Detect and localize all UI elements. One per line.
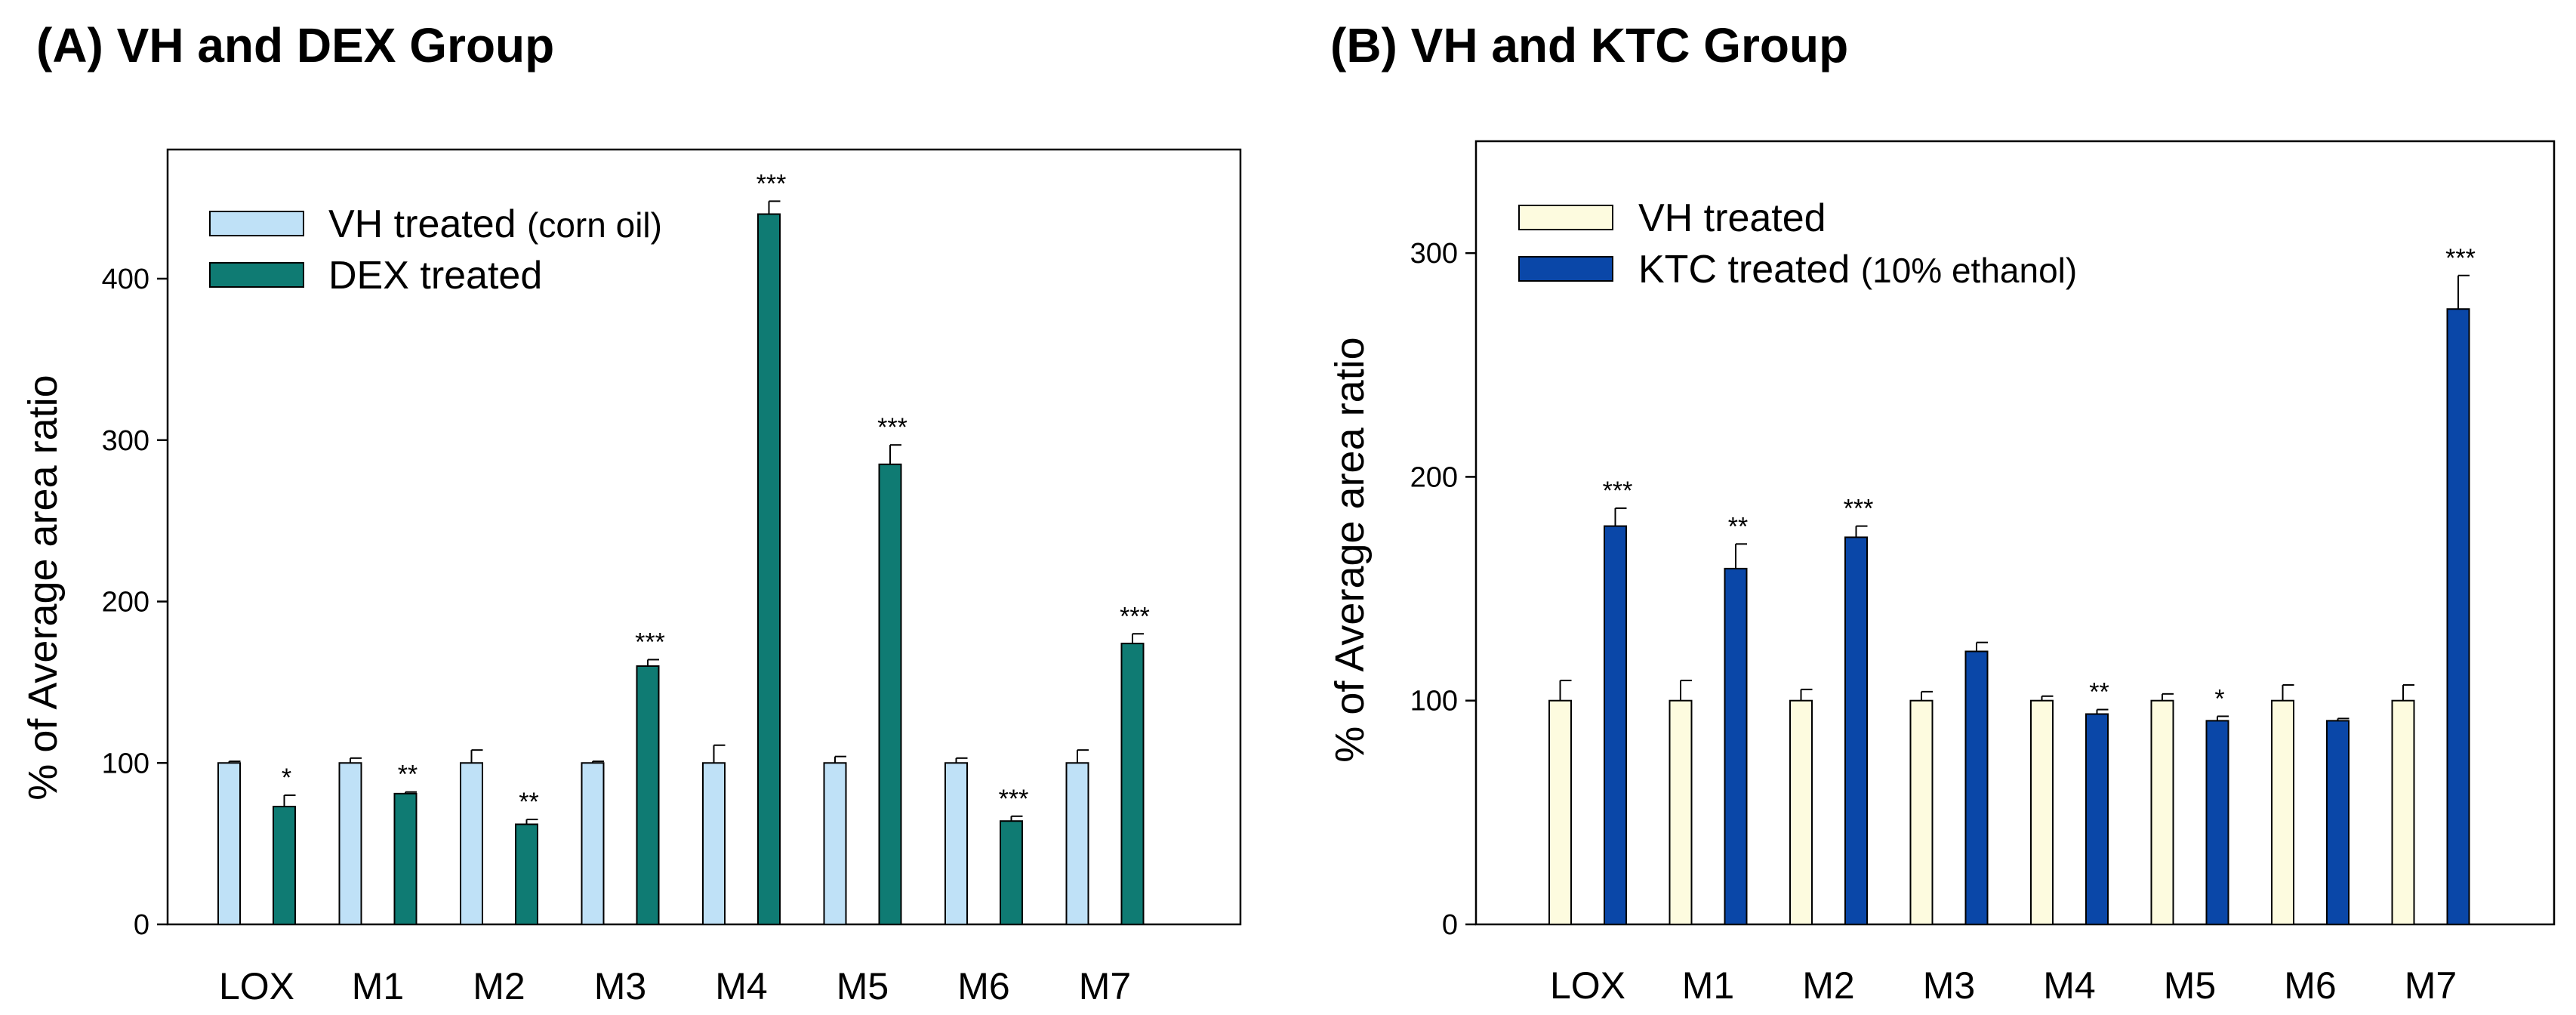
category-label: M4 [715,965,767,1007]
y-tick-label: 200 [1410,461,1458,493]
legend-label-dex: DEX treated [328,254,542,298]
legend-swatch-vh [209,211,304,236]
bar-vh [1669,699,1693,925]
bar-dex [1000,820,1023,925]
bar-vh [1548,699,1572,925]
significance-marker: ** [519,788,538,816]
bar-dex [393,792,418,926]
bar-ktc [1964,650,1989,925]
category-label: M1 [352,965,404,1007]
category-label: M6 [957,965,1009,1007]
legend-label-vh: VH treated [1638,196,1826,240]
significance-marker: *** [1120,602,1150,631]
panel-b-plot: 0 100 200 300 *** LOX ** M1 *** M2 M3 ** M4 * M5 M6 *** M… [1410,140,2556,1007]
significance-marker: *** [635,628,665,656]
legend-label-vh: VH treated (corn oil) [328,202,662,246]
significance-marker: *** [756,169,787,198]
y-tick-label: 0 [1442,909,1458,941]
panel-a-plot: 0 100 200 300 400 * LOX ** M1 ** M2 *** M3 *** M4 *** M5… [102,148,1242,1007]
y-tick-label: 300 [1410,238,1458,270]
y-tick-label: 200 [102,587,149,619]
bar-vh [823,762,847,925]
category-label: LOX [1550,964,1625,1007]
significance-marker: ** [398,760,418,789]
bar-vh [581,762,605,925]
bar-dex [878,463,902,925]
panel-b-y-axis-label: % of Average area ratio [1327,337,1373,762]
significance-marker: *** [877,413,907,442]
bar-vh [2391,699,2415,925]
legend-swatch-vh [1518,205,1613,230]
category-label: M6 [2284,964,2336,1007]
y-tick-label: 100 [1410,686,1458,717]
bar-vh [944,762,968,925]
bar-ktc [1844,536,1868,925]
bar-dex [515,823,538,925]
category-label: M7 [2405,964,2457,1007]
bar-dex [757,213,781,925]
category-label: M4 [2043,964,2095,1007]
panel-b-title: (B) VH and KTC Group [1330,18,1848,72]
bar-vh [2150,699,2174,925]
bar-vh [2271,699,2294,925]
panel-b-legend: VH treated KTC treated (10% ethanol) [1518,196,2077,292]
legend-swatch-ktc [1518,256,1613,282]
category-label: M5 [837,965,889,1007]
significance-marker: *** [1603,477,1633,505]
y-tick-label: 400 [102,264,149,295]
bar-dex [636,665,660,925]
bar-vh [460,762,483,925]
category-label: M3 [594,965,646,1007]
bar-ktc [2446,308,2470,925]
significance-marker: *** [1844,495,1874,523]
bar-ktc [2326,720,2350,925]
bar-vh [338,762,362,925]
category-label: M7 [1079,965,1131,1007]
category-label: M5 [2164,964,2216,1007]
y-tick-label: 0 [134,909,149,941]
bar-vh [2030,699,2054,925]
plot-frame [1474,140,2556,926]
significance-marker: * [2214,684,2224,713]
bar-dex [273,805,296,926]
bar-dex [1120,643,1145,925]
bar-vh [217,762,241,925]
bar-vh [1065,762,1089,925]
y-tick-label: 100 [102,748,149,779]
bar-ktc [2205,720,2229,925]
panel-a-legend: VH treated (corn oil) DEX treated [209,202,662,298]
bar-ktc [1604,525,1627,925]
significance-marker: ** [2089,678,2109,707]
category-label: M2 [473,965,525,1007]
category-label: M3 [1923,964,1975,1007]
bar-vh [702,762,726,925]
significance-marker: * [282,764,291,792]
significance-marker: ** [1728,512,1748,541]
category-label: LOX [219,965,294,1007]
bar-vh [1909,699,1934,925]
bar-ktc [2085,713,2109,926]
significance-marker: *** [999,785,1029,813]
legend-label-ktc: KTC treated (10% ethanol) [1638,248,2077,292]
significance-marker: *** [2445,244,2476,273]
bar-ktc [1724,567,1748,925]
y-tick-label: 300 [102,425,149,457]
legend-swatch-dex [209,262,304,288]
panel-a-y-axis-label: % of Average area ratio [20,375,66,800]
category-label: M2 [1802,964,1854,1007]
category-label: M1 [1682,964,1734,1007]
panel-a-title: (A) VH and DEX Group [36,18,554,72]
bar-vh [1789,699,1813,925]
